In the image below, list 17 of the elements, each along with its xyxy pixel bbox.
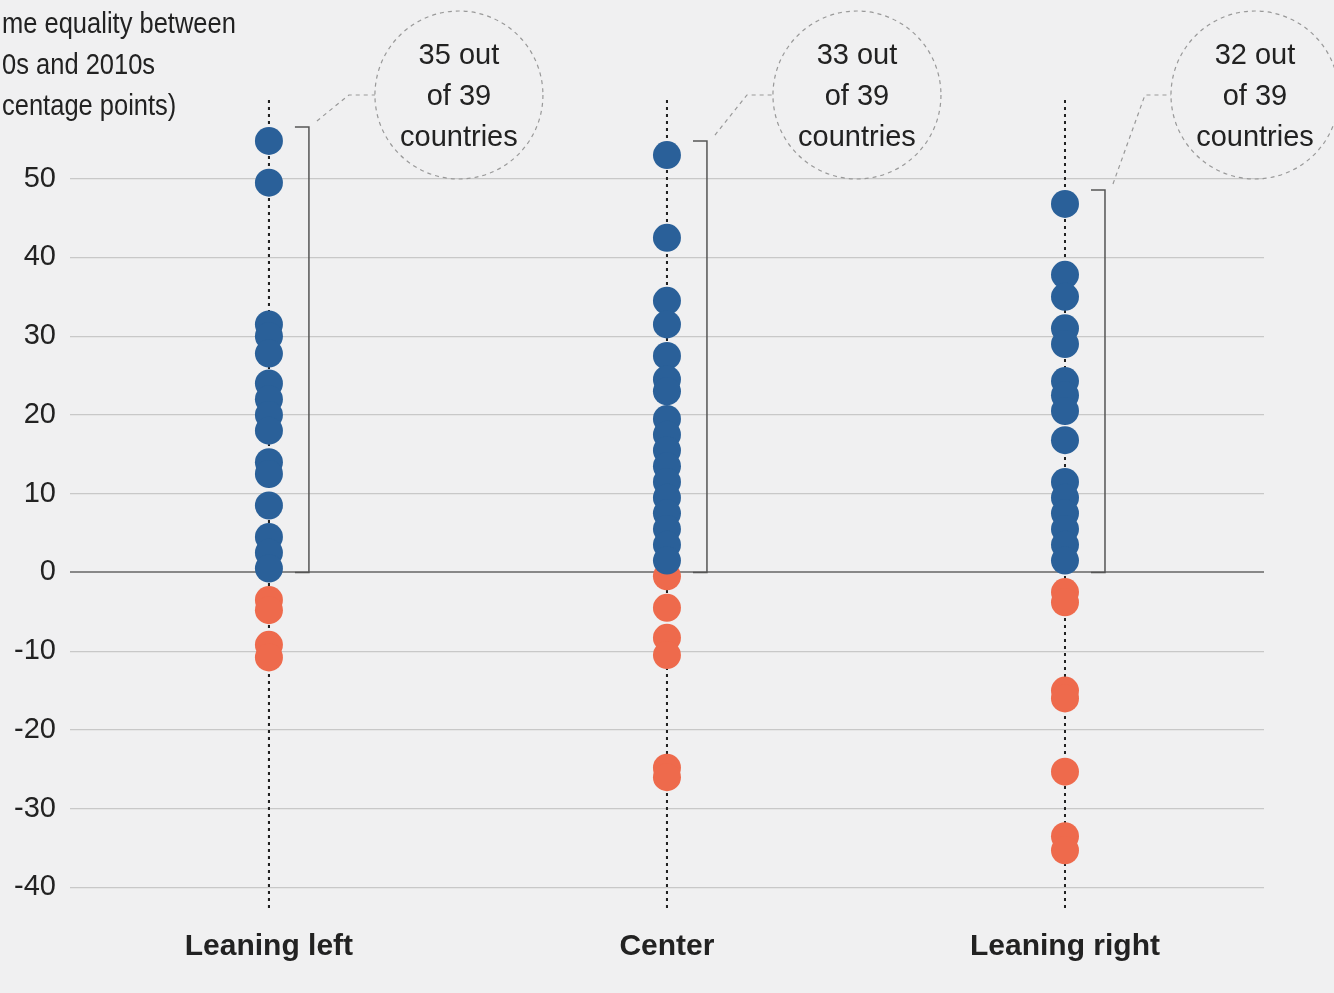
- annotation: 32 out of 39 countries: [1196, 38, 1314, 152]
- y-tick-label: 10: [23, 475, 56, 508]
- y-tick-label: 20: [23, 396, 56, 429]
- x-tick-label: Leaning left: [184, 928, 354, 962]
- y-tick-label: -40: [13, 869, 56, 902]
- annotation: 33 out of 39 countries: [798, 38, 916, 152]
- y-tick-label: -10: [13, 633, 56, 666]
- x-tick-label: Center: [619, 928, 715, 962]
- x-tick-label: Leaning right: [969, 928, 1160, 962]
- chart-title: me equality between 0s and 2010s centage points): [2, 5, 236, 123]
- y-tick-label: 30: [23, 318, 56, 351]
- y-tick-label: -20: [13, 711, 56, 744]
- y-tick-label: 0: [39, 554, 56, 587]
- annotation: 35 out of 39 countries: [400, 38, 518, 152]
- y-tick-label: 40: [23, 239, 56, 272]
- y-tick-label: -30: [13, 790, 56, 823]
- y-tick-label: 50: [23, 160, 56, 193]
